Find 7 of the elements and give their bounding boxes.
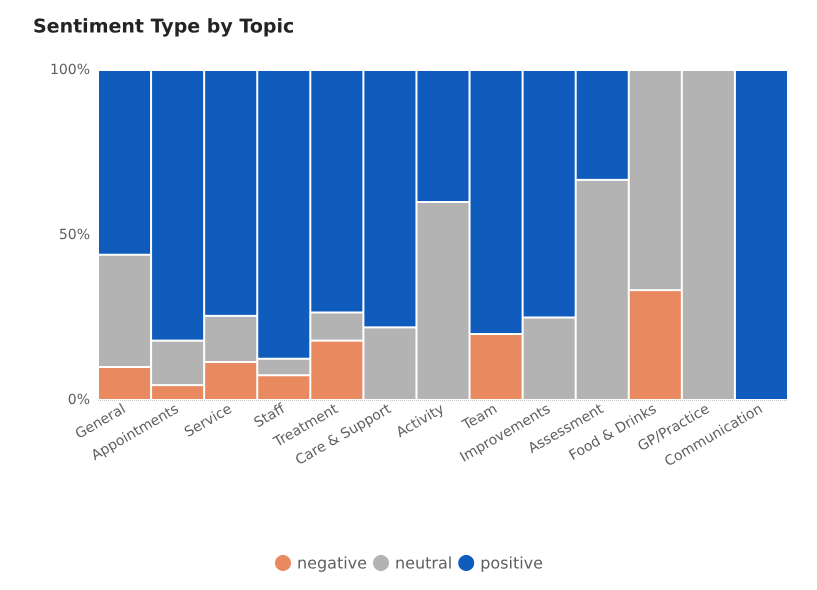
- y-tick-label: 0%: [68, 392, 90, 408]
- y-tick-label: 100%: [50, 62, 90, 78]
- legend-label: positive: [480, 554, 543, 572]
- legend-label: negative: [297, 554, 368, 572]
- legend-label: neutral: [394, 554, 452, 572]
- y-tick-label: 50%: [58, 227, 90, 243]
- chart-title: Sentiment Type by Topic: [33, 16, 294, 38]
